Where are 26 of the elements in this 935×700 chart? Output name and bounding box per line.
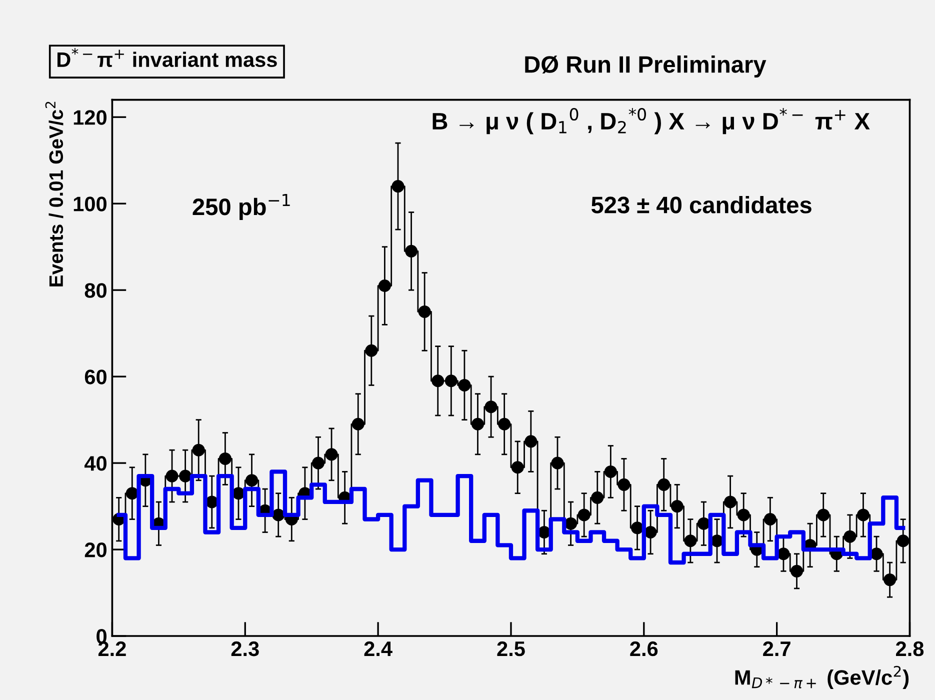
point xyxy=(484,400,498,414)
chart-title: D$^{*−}$π$^{+}$ invariant mass xyxy=(57,48,277,68)
y-tick-label: 80 xyxy=(84,283,106,298)
x-axis-title: M$_{D*−π+}$ (GeV/c$^{2}$) xyxy=(735,666,909,689)
y-tick-label: 40 xyxy=(84,456,106,471)
annotation: 250 pb$^{−1}$ xyxy=(192,194,290,220)
x-tick-label: 2.4 xyxy=(364,641,392,656)
x-tick-label: 2.6 xyxy=(630,641,658,656)
y-tick-label: 120 xyxy=(74,110,106,125)
point xyxy=(551,456,564,470)
point xyxy=(458,378,471,392)
y-tick-label: 20 xyxy=(84,542,106,558)
text: B → μ ν ( D$_{1}$$^{0}$ , D$_{2}$$^{*0}$ ) X → μ ν D$^{*−}$ π$^{+}$ X xyxy=(432,108,870,134)
x-tick-label: 2.3 xyxy=(231,641,259,656)
point xyxy=(166,470,178,482)
annotation: 523 ± 40 candidates xyxy=(591,196,812,214)
point xyxy=(392,180,404,193)
x-tick-label: 2.7 xyxy=(763,641,790,656)
point xyxy=(618,478,630,491)
x-tick-label: 2.5 xyxy=(497,641,525,656)
x-tick-label: 2.8 xyxy=(896,641,924,656)
point xyxy=(325,448,338,461)
y-tick-label: 100 xyxy=(74,196,106,212)
y-axis-title: Events / 0.01 GeV/c$^{2}$ xyxy=(45,102,64,286)
y-tick-label: 60 xyxy=(84,370,106,384)
chart-subtitle: DØ Run II Preliminary xyxy=(525,55,766,78)
